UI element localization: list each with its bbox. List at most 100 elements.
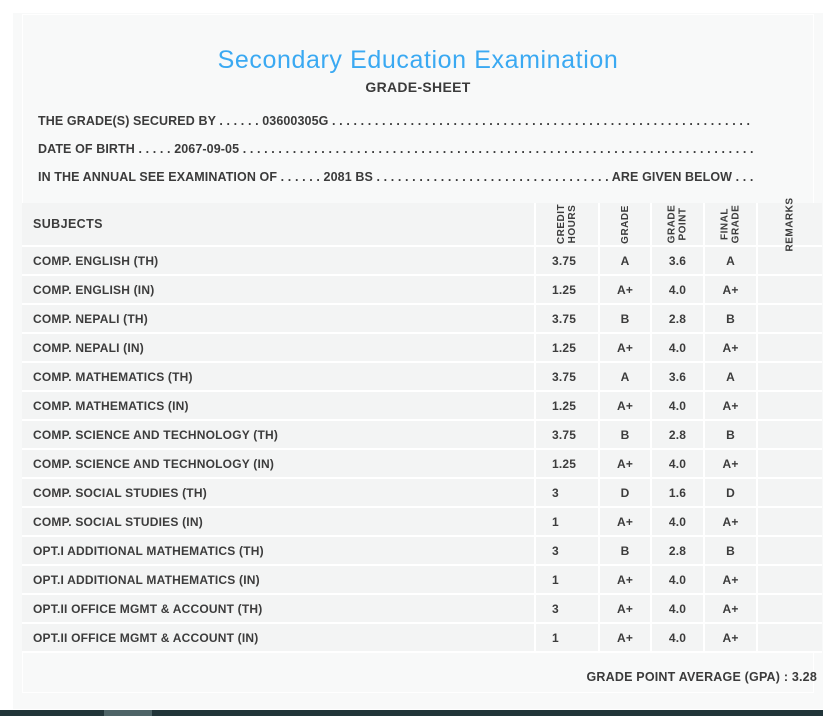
scrollbar-thumb[interactable] (104, 710, 152, 716)
cell-final_grade: A+ (705, 566, 756, 593)
cell-credit_hours: 3 (536, 595, 598, 622)
cell-remarks (758, 305, 822, 332)
header-line: GRADE (666, 204, 678, 244)
cell-final_grade: A (705, 247, 756, 274)
table-row: OPT.I ADDITIONAL MATHEMATICS (IN) 1 A+ 4.0 A… (22, 566, 822, 593)
cell-subject: COMP. MATHEMATICS (IN) (22, 392, 534, 419)
cell-subject: COMP. NEPALI (IN) (22, 334, 534, 361)
cell-grade_point: 2.8 (652, 305, 703, 332)
cell-remarks (758, 566, 822, 593)
cell-grade: A+ (600, 595, 650, 622)
cell-final_grade: A+ (705, 392, 756, 419)
table-row: COMP. ENGLISH (TH) 3.75 A 3.6 A (22, 247, 822, 274)
cell-remarks (758, 276, 822, 303)
cell-grade: A+ (600, 624, 650, 651)
table-row: OPT.I ADDITIONAL MATHEMATICS (TH) 3 B 2.8 B (22, 537, 822, 564)
cell-grade_point: 4.0 (652, 450, 703, 477)
cell-grade: A+ (600, 392, 650, 419)
cell-subject: OPT.II OFFICE MGMT & ACCOUNT (IN) (22, 624, 534, 651)
info-line-date-of-birth: DATE OF BIRTH . . . . . 2067-09-05 . . .… (38, 142, 753, 156)
cell-subject: COMP. ENGLISH (IN) (22, 276, 534, 303)
cell-subject: COMP. SCIENCE AND TECHNOLOGY (IN) (22, 450, 534, 477)
cell-grade_point: 4.0 (652, 595, 703, 622)
table-header-row: SUBJECTS CREDIT HOURS GRADE GRADE POINT (22, 197, 822, 251)
cell-subject: OPT.II OFFICE MGMT & ACCOUNT (TH) (22, 595, 534, 622)
table-row: COMP. SCIENCE AND TECHNOLOGY (IN) 1.25 A+ 4… (22, 450, 822, 477)
cell-grade_point: 4.0 (652, 566, 703, 593)
cell-subject: COMP. NEPALI (TH) (22, 305, 534, 332)
cell-subject: COMP. SCIENCE AND TECHNOLOGY (TH) (22, 421, 534, 448)
cell-grade_point: 3.6 (652, 363, 703, 390)
cell-remarks (758, 363, 822, 390)
table-row: COMP. ENGLISH (IN) 1.25 A+ 4.0 A+ (22, 276, 822, 303)
cell-credit_hours: 3 (536, 537, 598, 564)
grade-sheet-panel: Secondary Education Examination GRADE-SH… (13, 13, 823, 709)
header-remarks: REMARKS (758, 197, 822, 251)
cell-final_grade: B (705, 305, 756, 332)
cell-subject: OPT.I ADDITIONAL MATHEMATICS (IN) (22, 566, 534, 593)
cell-remarks (758, 334, 822, 361)
cell-remarks (758, 479, 822, 506)
cell-grade_point: 4.0 (652, 624, 703, 651)
header-line: GRADE (730, 204, 742, 244)
header-line: CREDIT (555, 203, 567, 245)
table-row: OPT.II OFFICE MGMT & ACCOUNT (TH) 3 A+ 4.0 A… (22, 595, 822, 622)
cell-grade_point: 4.0 (652, 334, 703, 361)
grade-sheet-label: GRADE-SHEET (365, 79, 471, 95)
cell-subject: OPT.I ADDITIONAL MATHEMATICS (TH) (22, 537, 534, 564)
horizontal-scrollbar[interactable] (0, 710, 823, 716)
grade-table-body: COMP. ENGLISH (TH) 3.75 A 3.6 A COMP. ENGLISH… (22, 247, 822, 651)
cell-grade_point: 2.8 (652, 421, 703, 448)
vertical-header-text: GRADE POINT (667, 205, 689, 244)
header-final-grade: FINAL GRADE (705, 203, 756, 245)
cell-remarks (758, 537, 822, 564)
info-line-grades-secured: THE GRADE(S) SECURED BY . . . . . . 0360… (38, 114, 753, 128)
gpa-text: GRADE POINT AVERAGE (GPA) : 3.28 (586, 670, 817, 684)
cell-grade: A+ (600, 450, 650, 477)
cell-credit_hours: 1.25 (536, 392, 598, 419)
header-line: HOURS (566, 204, 578, 244)
cell-grade_point: 4.0 (652, 508, 703, 535)
cell-final_grade: A+ (705, 624, 756, 651)
header-line: GRADE (619, 204, 631, 244)
info-line-examination: IN THE ANNUAL SEE EXAMINATION OF . . . .… (38, 170, 753, 184)
cell-credit_hours: 3.75 (536, 247, 598, 274)
cell-final_grade: A+ (705, 450, 756, 477)
cell-final_grade: A+ (705, 334, 756, 361)
cell-subject: COMP. SOCIAL STUDIES (TH) (22, 479, 534, 506)
cell-final_grade: A+ (705, 508, 756, 535)
cell-grade: B (600, 305, 650, 332)
cell-credit_hours: 1.25 (536, 334, 598, 361)
cell-grade_point: 1.6 (652, 479, 703, 506)
header-line: FINAL (719, 208, 731, 240)
table-row: COMP. SCIENCE AND TECHNOLOGY (TH) 3.75 B 2.… (22, 421, 822, 448)
cell-credit_hours: 1.25 (536, 450, 598, 477)
cell-remarks (758, 595, 822, 622)
table-row: COMP. NEPALI (IN) 1.25 A+ 4.0 A+ (22, 334, 822, 361)
cell-grade: A (600, 247, 650, 274)
cell-credit_hours: 1 (536, 508, 598, 535)
cell-grade: D (600, 479, 650, 506)
cell-remarks (758, 450, 822, 477)
cell-final_grade: D (705, 479, 756, 506)
vertical-header-text: FINAL GRADE (720, 205, 742, 244)
header-grade-point: GRADE POINT (652, 203, 703, 245)
cell-final_grade: B (705, 537, 756, 564)
cell-grade_point: 2.8 (652, 537, 703, 564)
cell-credit_hours: 3.75 (536, 363, 598, 390)
cell-grade: A+ (600, 276, 650, 303)
cell-credit_hours: 3 (536, 479, 598, 506)
cell-credit_hours: 3.75 (536, 305, 598, 332)
header-credit-hours: CREDIT HOURS (536, 203, 598, 245)
header-line: POINT (677, 207, 689, 241)
cell-subject: COMP. SOCIAL STUDIES (IN) (22, 508, 534, 535)
cell-final_grade: A+ (705, 595, 756, 622)
cell-grade: A+ (600, 566, 650, 593)
grade-table: SUBJECTS CREDIT HOURS GRADE GRADE POINT (22, 197, 822, 653)
cell-grade: A+ (600, 508, 650, 535)
cell-grade: B (600, 537, 650, 564)
cell-remarks (758, 508, 822, 535)
vertical-header-text: REMARKS (785, 197, 796, 251)
cell-remarks (758, 392, 822, 419)
cell-grade: A (600, 363, 650, 390)
